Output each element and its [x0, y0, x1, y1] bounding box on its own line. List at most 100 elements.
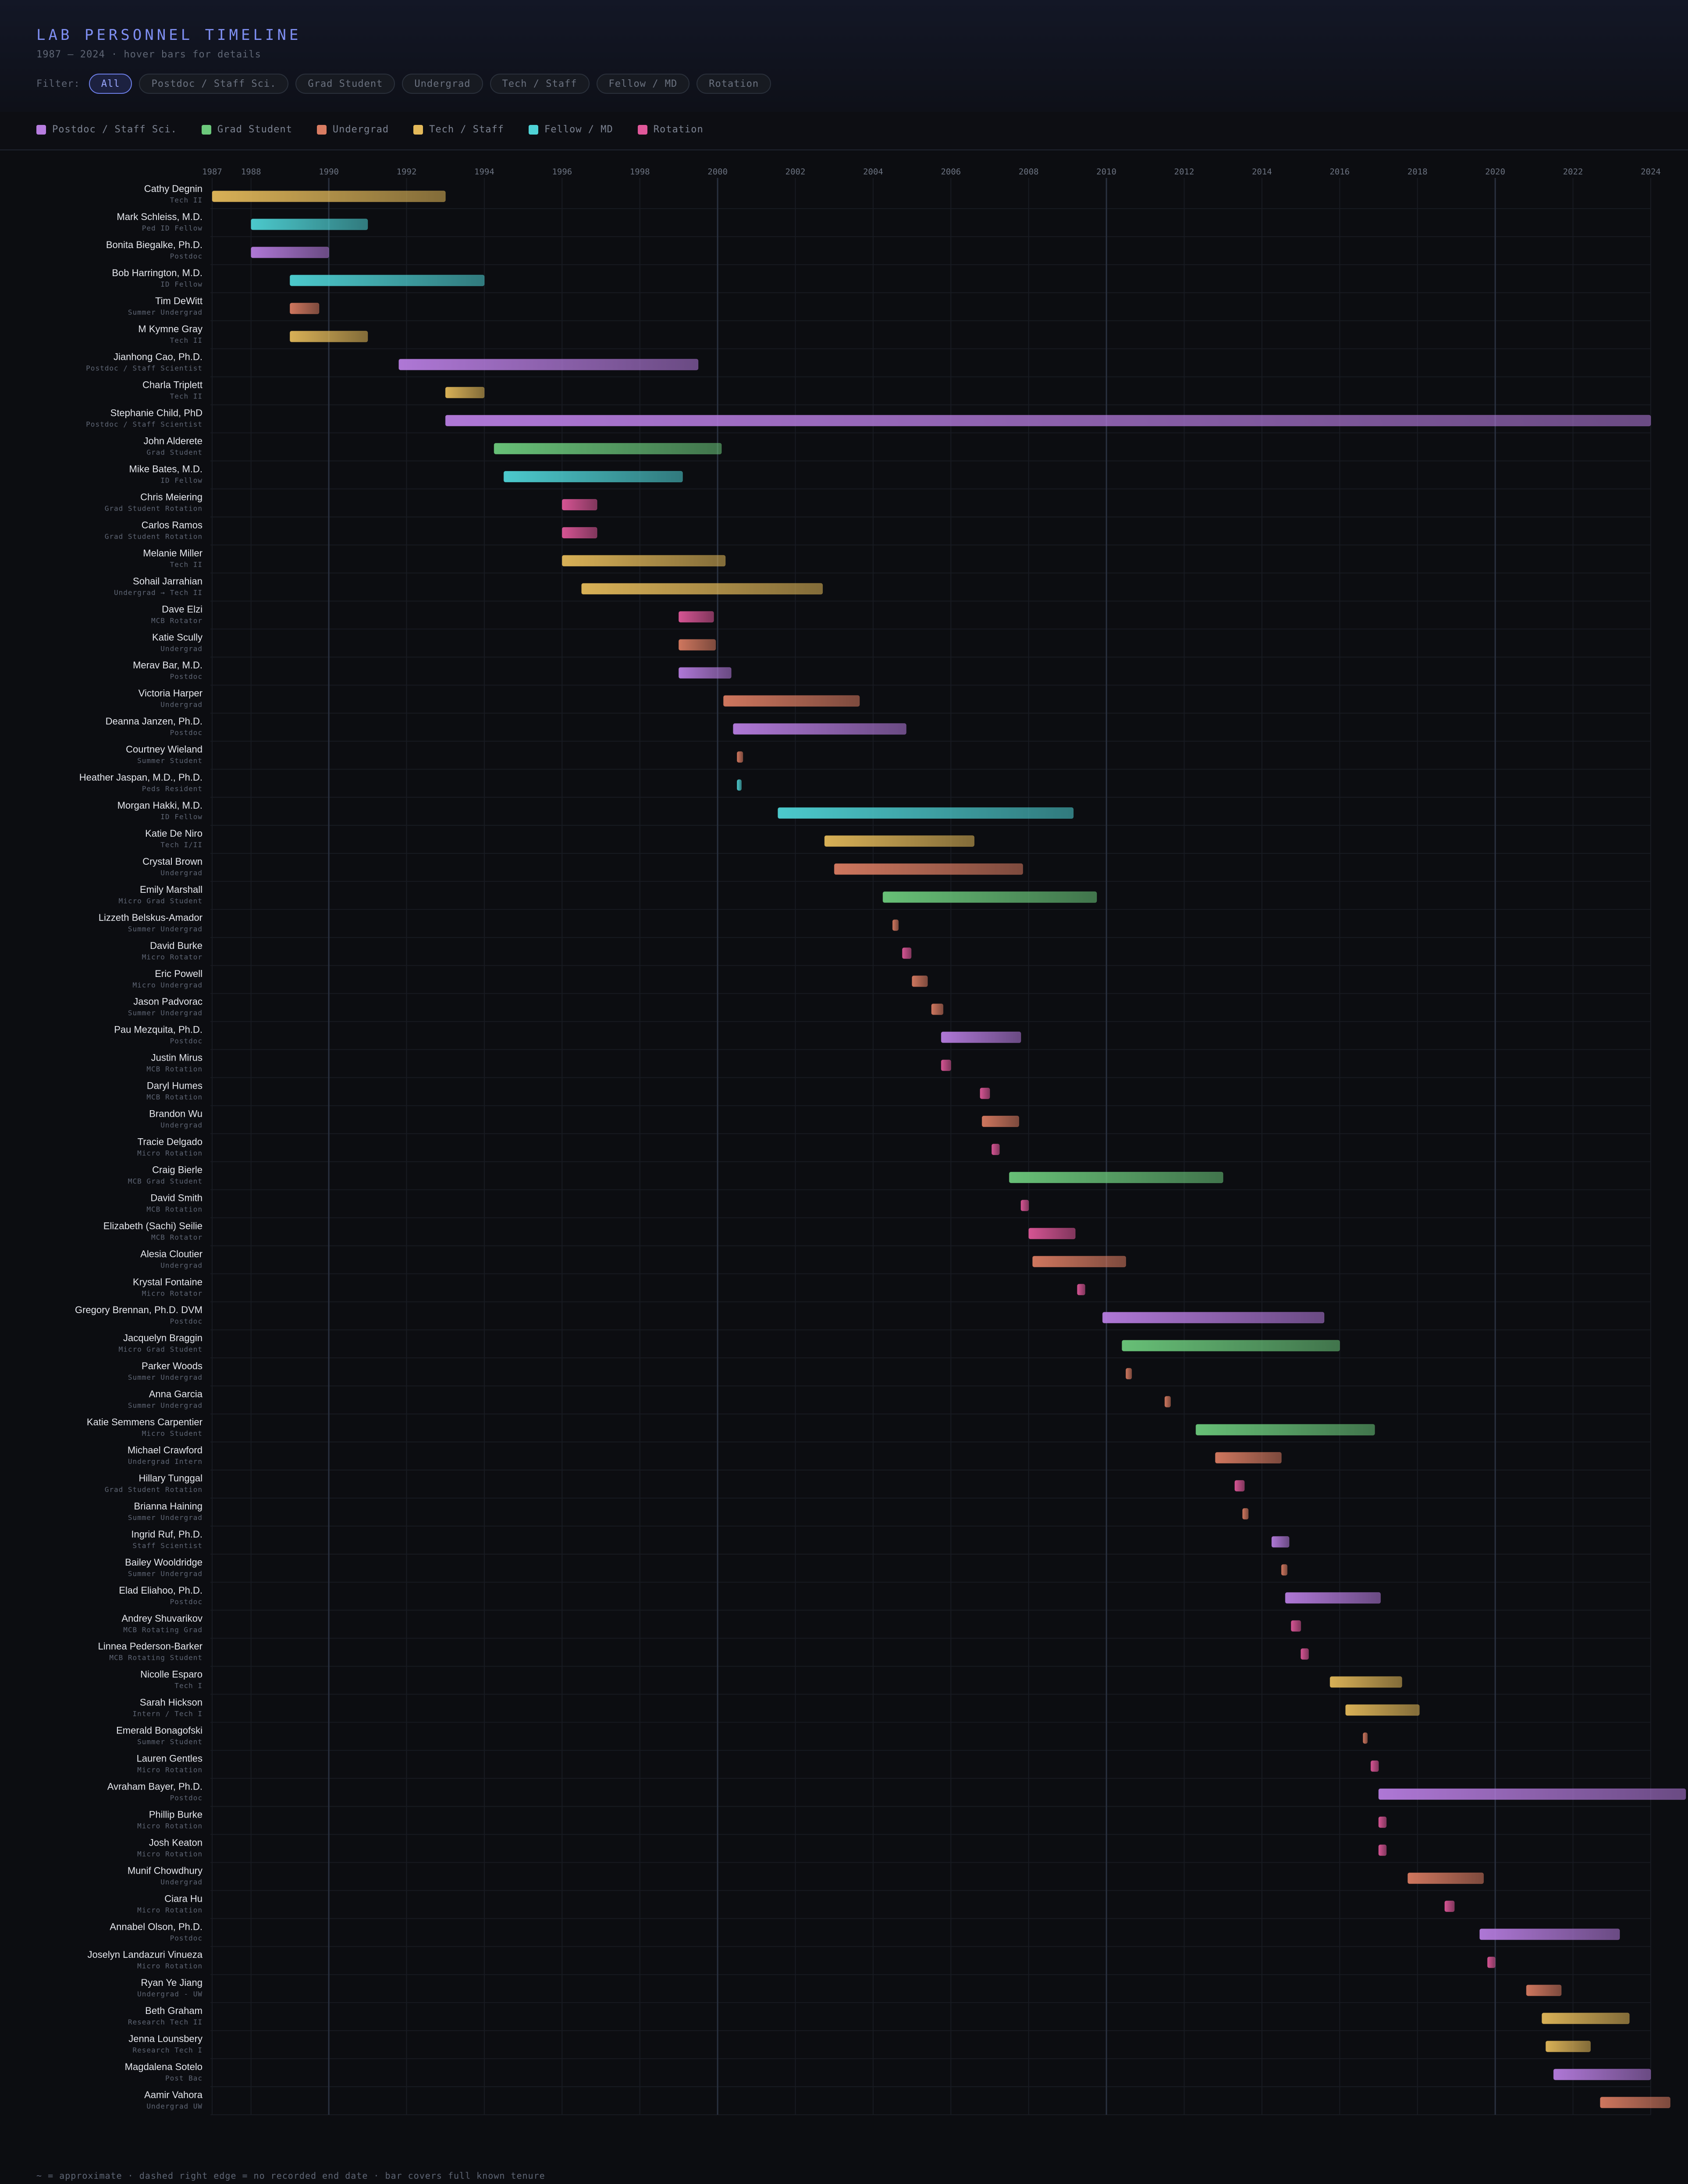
tenure-bar[interactable] — [503, 471, 683, 483]
tenure-bar[interactable] — [251, 246, 329, 258]
tenure-bar[interactable] — [678, 639, 716, 651]
tenure-bar[interactable] — [289, 274, 485, 286]
tenure-bar[interactable] — [1032, 1256, 1127, 1268]
tenure-bar[interactable] — [1234, 1480, 1245, 1492]
person-role: Post Bac — [165, 2074, 203, 2082]
tenure-bar[interactable] — [941, 1031, 1021, 1043]
tenure-bar[interactable] — [1028, 1228, 1076, 1239]
tenure-bar[interactable] — [1271, 1536, 1290, 1548]
tenure-bar[interactable] — [445, 387, 485, 398]
footer-note: ~ = approximate · dashed right edge = no… — [36, 2170, 545, 2181]
tenure-bar[interactable] — [1215, 1452, 1282, 1464]
tenure-bar[interactable] — [1378, 1844, 1387, 1856]
tenure-bar[interactable] — [736, 779, 742, 791]
tenure-bar[interactable] — [1291, 1620, 1301, 1632]
tenure-bar[interactable] — [289, 302, 320, 314]
person-name: Chris Meiering — [140, 492, 203, 503]
tenure-bar[interactable] — [1281, 1564, 1288, 1576]
person-role: Undergrad - UW — [137, 1990, 203, 1998]
page-title: LAB PERSONNEL TIMELINE — [36, 26, 302, 44]
filter-chip-rotation[interactable]: Rotation — [697, 74, 771, 94]
x-tick-label: 2016 — [1329, 167, 1350, 177]
tenure-bar[interactable] — [1370, 1760, 1379, 1772]
tenure-bar[interactable] — [561, 527, 597, 539]
tenure-bar[interactable] — [892, 919, 899, 931]
tenure-bar[interactable] — [882, 891, 1097, 903]
tenure-bar[interactable] — [561, 499, 597, 511]
tenure-bar[interactable] — [1345, 1704, 1420, 1716]
filter-chip-fellow[interactable]: Fellow / MD — [596, 74, 690, 94]
tenure-bar[interactable] — [834, 863, 1023, 875]
legend-bar: Postdoc / Staff Sci. Grad Student Underg… — [0, 112, 1688, 150]
legend-label: Postdoc / Staff Sci. — [52, 124, 177, 135]
filter-chip-grad[interactable]: Grad Student — [295, 74, 395, 94]
tenure-bar[interactable] — [398, 359, 699, 370]
tenure-bar[interactable] — [1242, 1508, 1249, 1520]
tenure-bar[interactable] — [494, 443, 722, 455]
tenure-bar[interactable] — [445, 415, 1651, 426]
tenure-bar[interactable] — [212, 190, 446, 202]
tenure-bar[interactable] — [1301, 1648, 1309, 1660]
tenure-bar[interactable] — [1407, 1872, 1484, 1884]
tenure-bar[interactable] — [1487, 1957, 1496, 1968]
tenure-bar[interactable] — [1122, 1340, 1340, 1352]
tenure-bar[interactable] — [1600, 2097, 1670, 2109]
tenure-bar[interactable] — [1526, 1985, 1562, 1996]
filter-chip-all[interactable]: All — [89, 74, 132, 94]
person-name: Eric Powell — [155, 968, 203, 979]
tenure-bar[interactable] — [1363, 1732, 1368, 1744]
person-name: Heather Jaspan, M.D., Ph.D. — [79, 772, 203, 783]
x-tick-label: 2014 — [1252, 167, 1272, 177]
tenure-bar[interactable] — [1329, 1676, 1402, 1688]
person-name: Nicolle Esparo — [140, 1669, 203, 1680]
tenure-bar[interactable] — [678, 667, 732, 679]
legend: Postdoc / Staff Sci. Grad Student Underg… — [36, 124, 728, 135]
tenure-bar[interactable] — [1378, 1788, 1686, 1800]
person-role: Tech I/II — [160, 841, 203, 849]
tenure-bar[interactable] — [902, 947, 912, 959]
tenure-bar[interactable] — [736, 751, 743, 763]
tenure-bar[interactable] — [1285, 1592, 1381, 1604]
tenure-bar[interactable] — [1444, 1900, 1455, 1912]
x-tick-label: 2008 — [1019, 167, 1039, 177]
tenure-bar[interactable] — [1546, 2041, 1591, 2053]
tenure-bar[interactable] — [991, 1143, 1000, 1155]
filter-chip-undergrad[interactable]: Undergrad — [402, 74, 483, 94]
tenure-bar[interactable] — [289, 330, 368, 342]
tenure-bar[interactable] — [1164, 1396, 1171, 1408]
tenure-bar[interactable] — [778, 807, 1074, 819]
person-role: Micro Rotation — [137, 1822, 203, 1830]
tenure-bar[interactable] — [1126, 1368, 1132, 1380]
person-role: Tech II — [170, 392, 203, 401]
tenure-bar[interactable] — [1553, 2069, 1651, 2081]
tenure-bar[interactable] — [941, 1059, 951, 1071]
person-role: Summer Undergrad — [128, 1570, 203, 1578]
tenure-bar[interactable] — [1102, 1312, 1325, 1324]
tenure-bar[interactable] — [733, 723, 906, 735]
tenure-bar[interactable] — [824, 835, 975, 847]
tenure-bar[interactable] — [931, 1003, 944, 1015]
tenure-bar[interactable] — [678, 611, 714, 623]
tenure-bar[interactable] — [981, 1115, 1020, 1127]
tenure-bar[interactable] — [1077, 1284, 1085, 1296]
tenure-bar[interactable] — [1195, 1424, 1375, 1436]
tenure-bar[interactable] — [561, 555, 726, 567]
tenure-bar[interactable] — [723, 695, 860, 707]
tenure-bar[interactable] — [980, 1087, 990, 1099]
filter-chip-tech[interactable]: Tech / Staff — [490, 74, 590, 94]
tenure-bar[interactable] — [1542, 2013, 1630, 2024]
tenure-bar[interactable] — [581, 583, 823, 595]
person-role: MCB Rotating Student — [109, 1654, 203, 1662]
tenure-bar[interactable] — [251, 218, 368, 230]
tenure-bar[interactable] — [1378, 1816, 1387, 1828]
person-name: Dave Elzi — [162, 604, 203, 614]
person-role: Undergrad Intern — [128, 1457, 203, 1466]
tenure-bar[interactable] — [912, 975, 928, 987]
person-name: Avraham Bayer, Ph.D. — [107, 1781, 203, 1792]
person-role: Undergrad — [160, 1878, 203, 1886]
filter-chip-postdoc[interactable]: Postdoc / Staff Sci. — [139, 74, 289, 94]
tenure-bar[interactable] — [1009, 1172, 1223, 1183]
tenure-bar[interactable] — [1479, 1928, 1620, 1940]
person-role: Micro Grad Student — [119, 897, 203, 905]
tenure-bar[interactable] — [1020, 1200, 1029, 1211]
